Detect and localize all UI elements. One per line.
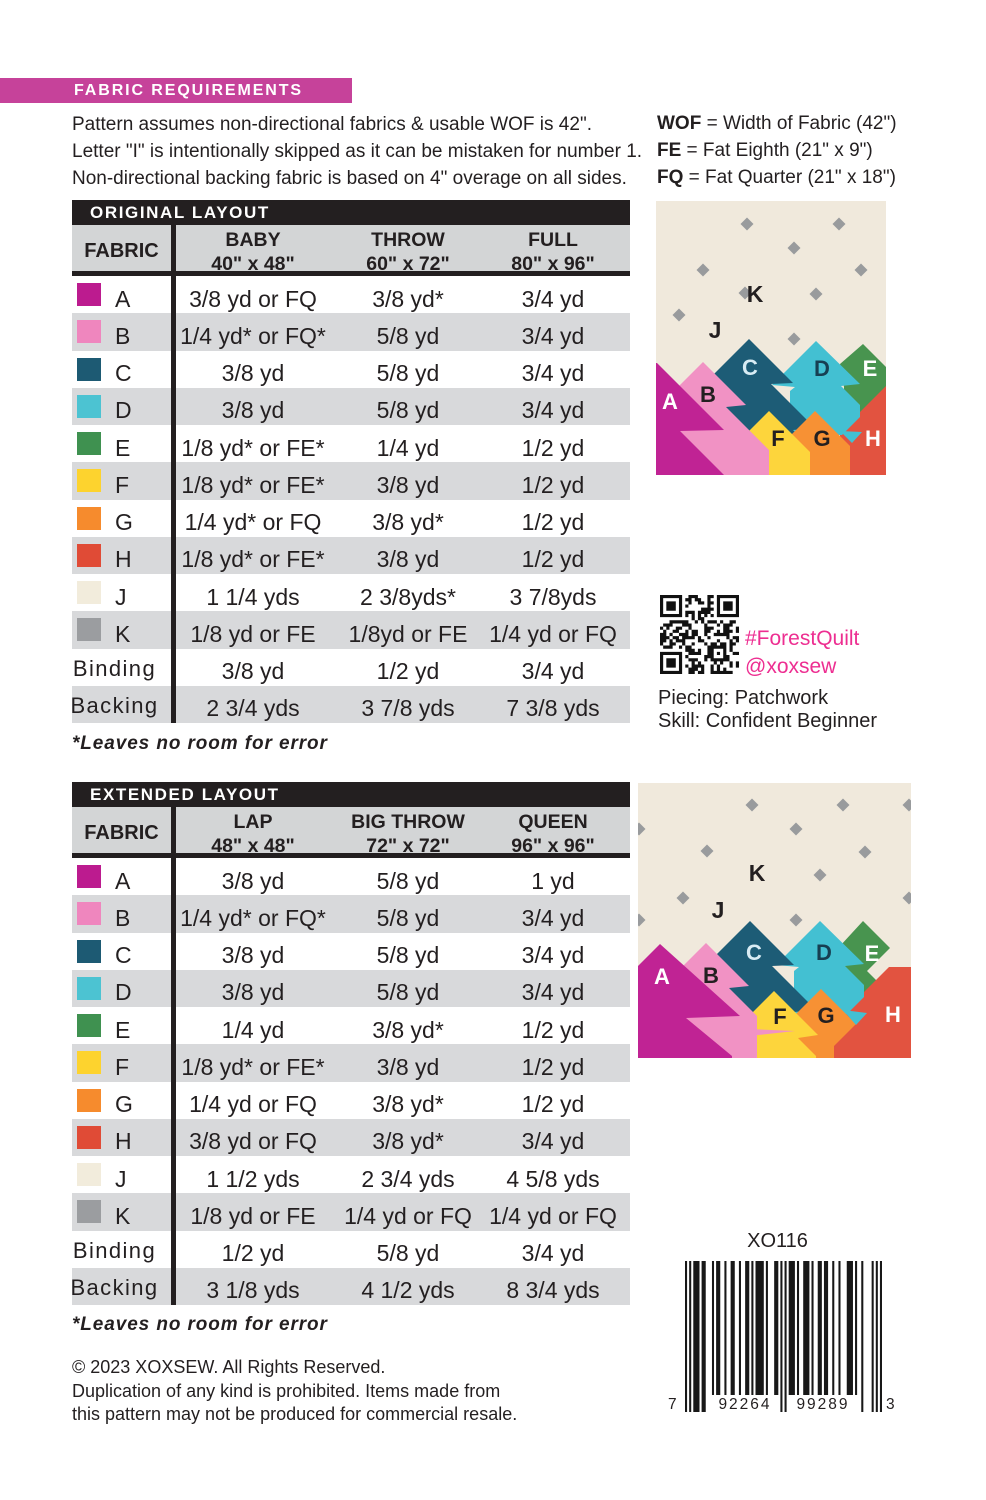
svg-text:D: D — [814, 356, 830, 381]
svg-text:C: C — [742, 355, 758, 380]
svg-text:E: E — [863, 356, 878, 381]
svg-text:E: E — [865, 941, 880, 966]
svg-text:D: D — [816, 940, 832, 965]
svg-text:B: B — [700, 382, 716, 407]
svg-text:G: G — [817, 1003, 834, 1028]
svg-text:H: H — [885, 1002, 901, 1027]
svg-text:F: F — [773, 1004, 786, 1029]
svg-text:A: A — [654, 964, 670, 989]
svg-text:H: H — [865, 426, 881, 451]
svg-text:J: J — [712, 897, 725, 923]
svg-text:B: B — [703, 963, 719, 988]
svg-text:K: K — [749, 860, 766, 886]
svg-text:A: A — [662, 389, 678, 414]
svg-text:F: F — [771, 426, 784, 451]
svg-text:K: K — [747, 281, 764, 307]
svg-text:C: C — [746, 940, 762, 965]
svg-text:G: G — [813, 426, 830, 451]
svg-text:J: J — [709, 317, 722, 343]
